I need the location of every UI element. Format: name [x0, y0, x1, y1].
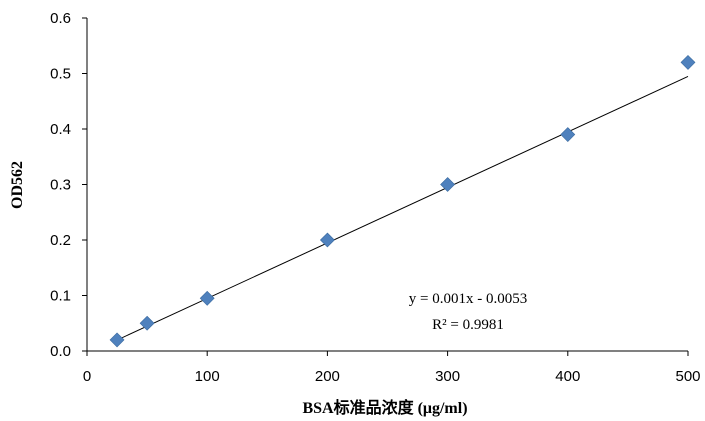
y-tick-label: 0.3 — [50, 177, 71, 194]
data-point-diamond — [319, 232, 335, 248]
x-tick-label: 400 — [555, 368, 580, 385]
data-point-diamond — [199, 290, 215, 306]
x-tick-label: 500 — [675, 368, 700, 385]
x-tick-label: 200 — [315, 368, 340, 385]
data-point-diamond — [440, 177, 456, 192]
data-point-diamond — [139, 315, 155, 331]
trendline-equation: y = 0.001x - 0.0053 — [409, 291, 527, 307]
data-point-diamond — [109, 332, 125, 348]
data-points — [109, 54, 696, 348]
y-tick-label: 0.4 — [50, 121, 71, 138]
y-tick-label: 0.2 — [50, 232, 71, 249]
y-tick-label: 0.0 — [50, 343, 71, 360]
y-tick-label: 0.6 — [50, 10, 71, 27]
r-squared-label: R² = 0.9981 — [432, 317, 504, 333]
data-point-diamond — [680, 54, 696, 70]
x-tick-label: 100 — [195, 368, 220, 385]
x-tick-label: 300 — [435, 368, 460, 385]
x-tick-label: 0 — [83, 368, 91, 385]
data-point-diamond — [560, 127, 576, 142]
x-axis-ticks: 0 100 200 300 400 500 — [83, 351, 701, 385]
y-tick-label: 0.5 — [50, 66, 71, 83]
y-tick-label: 0.1 — [50, 288, 71, 305]
y-axis-ticks: 0.0 0.1 0.2 0.3 0.4 0.5 0.6 — [50, 10, 87, 360]
y-axis-title: OD562 — [9, 161, 26, 209]
x-axis-title: BSA标准品浓度 (μg/ml) — [302, 398, 467, 417]
